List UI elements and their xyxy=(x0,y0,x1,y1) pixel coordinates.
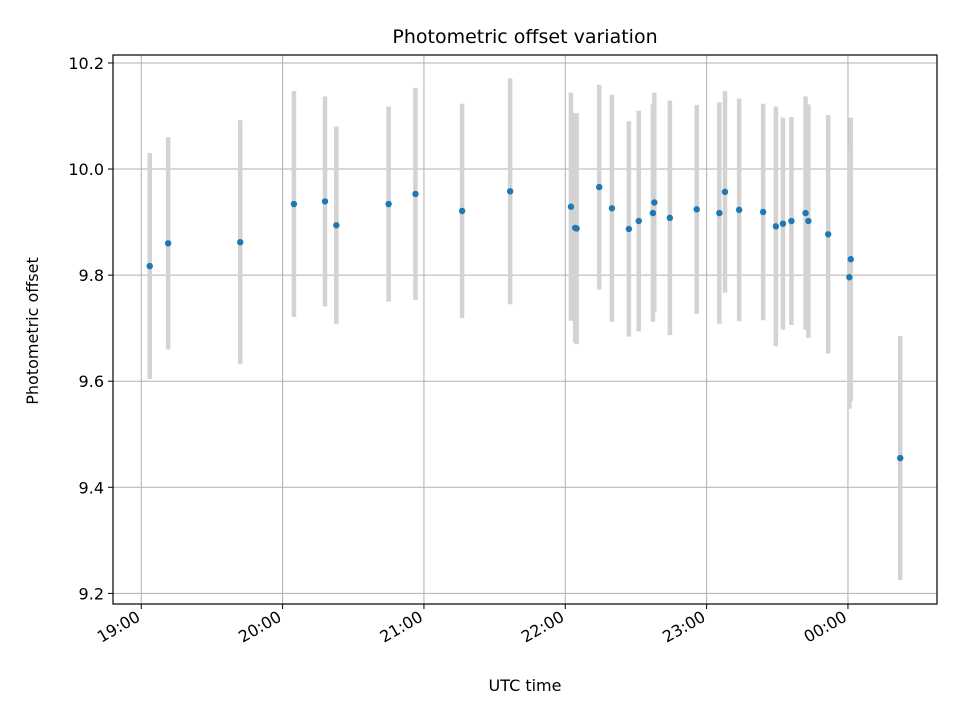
data-point xyxy=(772,223,780,230)
data-point xyxy=(608,205,616,212)
data-points xyxy=(146,183,904,462)
y-axis-label: Photometric offset xyxy=(23,257,42,405)
data-point xyxy=(290,200,298,208)
data-point xyxy=(847,256,854,263)
data-point xyxy=(759,208,767,216)
plot-area-frame xyxy=(112,54,938,605)
y-tick-label: 9.2 xyxy=(79,584,104,603)
data-point xyxy=(164,240,172,247)
data-point xyxy=(625,225,633,233)
data-point xyxy=(321,198,329,205)
data-point xyxy=(897,454,904,462)
data-point xyxy=(237,239,244,246)
axis-ticks: 19:00 20:00 21:00 22:00 23:00 00:009.29.49.69… xyxy=(68,54,850,647)
y-tick-label: 9.6 xyxy=(79,372,104,391)
data-point xyxy=(805,217,812,225)
data-point xyxy=(824,231,832,238)
data-point xyxy=(716,209,723,217)
data-point xyxy=(635,217,642,225)
data-point xyxy=(649,209,657,217)
data-point xyxy=(333,222,340,229)
data-point xyxy=(788,217,795,225)
data-point xyxy=(412,190,419,198)
data-point xyxy=(779,220,787,227)
data-point xyxy=(385,200,392,208)
y-tick-label: 10.2 xyxy=(68,54,104,73)
data-point xyxy=(573,225,580,232)
data-point xyxy=(146,262,153,270)
data-point xyxy=(721,188,729,196)
y-tick-label: 9.8 xyxy=(79,266,104,285)
x-axis-label: UTC time xyxy=(489,676,562,695)
chart-title: Photometric offset variation xyxy=(392,26,657,48)
data-point xyxy=(802,209,809,217)
y-tick-label: 10.0 xyxy=(68,160,104,179)
data-point xyxy=(458,207,466,215)
data-point xyxy=(567,203,575,210)
data-point xyxy=(506,188,514,195)
data-point xyxy=(735,206,743,214)
data-point xyxy=(666,214,674,222)
y-tick-label: 9.4 xyxy=(79,478,104,497)
data-point xyxy=(693,206,700,213)
data-point xyxy=(846,274,853,281)
data-point xyxy=(596,183,603,191)
data-point xyxy=(651,199,658,206)
